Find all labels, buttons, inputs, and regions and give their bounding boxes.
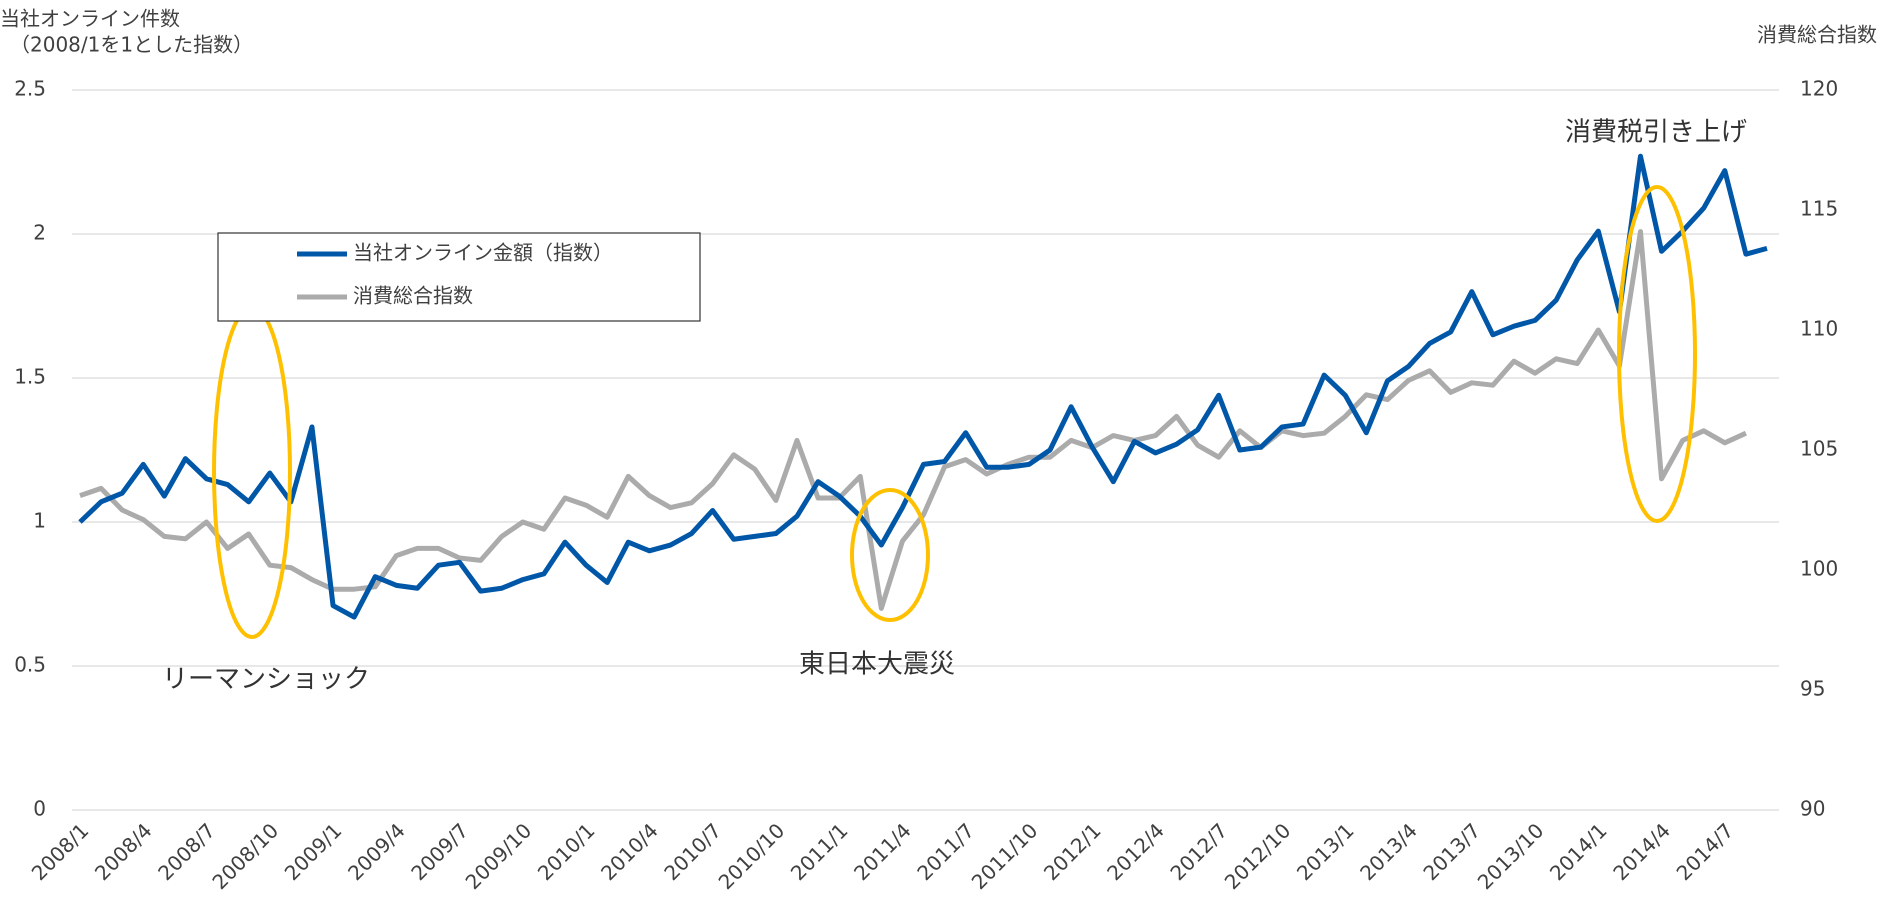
y-tick-label: 2 <box>33 221 46 245</box>
x-tick-label: 2009/4 <box>343 818 410 885</box>
x-tick-label: 2008/4 <box>90 818 157 885</box>
x-tick-label: 2013/10 <box>1473 818 1549 894</box>
legend-box <box>217 232 701 322</box>
x-tick-label: 2012/1 <box>1039 818 1106 885</box>
series-line <box>78 153 1768 620</box>
y2-tick-label: 105 <box>1800 437 1838 461</box>
x-tick-label: 2011/4 <box>849 818 916 885</box>
x-tick-label: 2012/10 <box>1220 818 1296 894</box>
y2-axis-title: 消費総合指数 <box>1757 23 1877 47</box>
y-tick-label: 2.5 <box>14 77 46 101</box>
x-tick-label: 2010/4 <box>596 818 663 885</box>
x-tick-label: 2011/10 <box>967 818 1043 894</box>
x-tick-label: 2012/4 <box>1102 818 1169 885</box>
y2-tick-label: 90 <box>1800 797 1825 821</box>
legend-label: 当社オンライン金額（指数） <box>353 241 613 265</box>
x-tick-label: 2009/1 <box>280 818 347 885</box>
legend-label: 消費総合指数 <box>353 284 473 308</box>
y-tick-label: 1 <box>33 509 46 533</box>
y-tick-label: 0.5 <box>14 653 46 677</box>
y-axis-title: （2008/1を1とした指数） <box>10 33 253 57</box>
grid: 00.511.522.590951001051101151202008/1200… <box>14 77 1838 895</box>
x-tick-label: 2010/10 <box>714 818 790 894</box>
y2-tick-label: 115 <box>1800 197 1838 221</box>
legend: 当社オンライン金額（指数） 消費総合指数 <box>217 232 701 322</box>
x-tick-label: 2014/7 <box>1672 818 1739 885</box>
y-axis-title: 当社オンライン件数 <box>0 7 180 31</box>
highlight <box>1617 185 1697 523</box>
y2-tick-label: 95 <box>1800 677 1825 701</box>
x-tick-label: 2008/1 <box>27 818 94 885</box>
x-tick-label: 2013/1 <box>1292 818 1359 885</box>
y2-tick-label: 110 <box>1800 317 1838 341</box>
highlight <box>850 488 930 622</box>
y-tick-label: 1.5 <box>14 365 46 389</box>
highlight <box>212 305 292 639</box>
y2-tick-label: 100 <box>1800 557 1838 581</box>
series-line <box>79 229 1747 611</box>
annotation: 東日本大震災 <box>799 650 955 680</box>
x-tick-label: 2013/4 <box>1355 818 1422 885</box>
x-tick-label: 2010/1 <box>533 818 600 885</box>
x-tick-label: 2011/1 <box>786 818 853 885</box>
x-tick-label: 2014/1 <box>1545 818 1612 885</box>
annotation: 消費税引き上げ <box>1565 118 1747 148</box>
annotation: リーマンショック <box>162 665 370 695</box>
x-tick-label: 2014/4 <box>1608 818 1675 885</box>
plot <box>78 153 1768 620</box>
y-tick-label: 0 <box>33 797 46 821</box>
y2-tick-label: 120 <box>1800 77 1838 101</box>
x-tick-label: 2009/10 <box>461 818 537 894</box>
x-tick-label: 2008/10 <box>207 818 283 894</box>
